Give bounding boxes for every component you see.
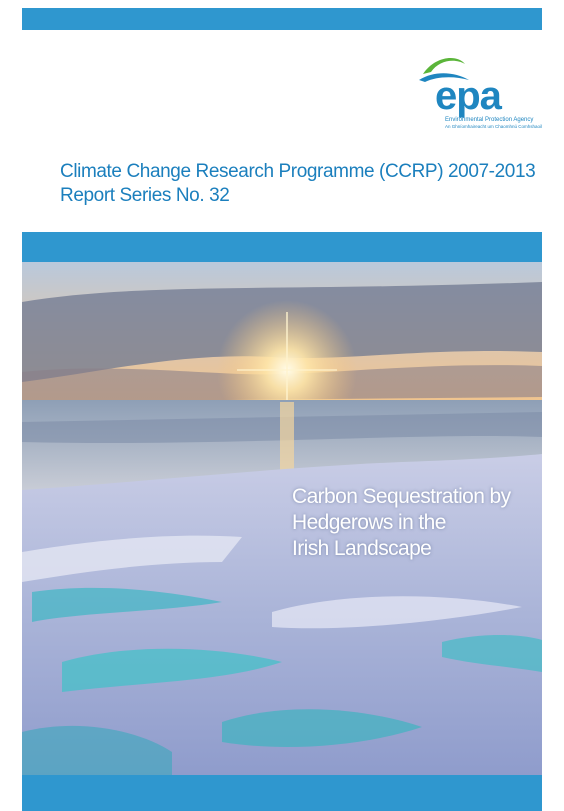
- logo-word: epa: [435, 76, 501, 116]
- bottom-band: [22, 775, 542, 811]
- title-line: Irish Landscape: [292, 536, 511, 562]
- title-line: Carbon Sequestration by: [292, 484, 511, 510]
- top-band: [22, 8, 542, 30]
- middle-band: [22, 232, 542, 262]
- series-info: Climate Change Research Programme (CCRP)…: [60, 160, 535, 208]
- report-title: Carbon Sequestration by Hedgerows in the…: [292, 484, 511, 562]
- report-number: Report Series No. 32: [60, 184, 535, 208]
- logo-agency: Environmental Protection Agency: [445, 117, 533, 123]
- programme: Climate Change Research Programme (CCRP)…: [60, 160, 535, 184]
- report-cover: epa Environmental Protection Agency An G…: [0, 0, 564, 811]
- epa-logo: epa Environmental Protection Agency An G…: [405, 50, 540, 135]
- cover-photo: Carbon Sequestration by Hedgerows in the…: [22, 262, 542, 775]
- logo-agency-irish: An Ghníomhaireacht um Chaomhnú Comhshaoi…: [445, 124, 542, 129]
- title-line: Hedgerows in the: [292, 510, 511, 536]
